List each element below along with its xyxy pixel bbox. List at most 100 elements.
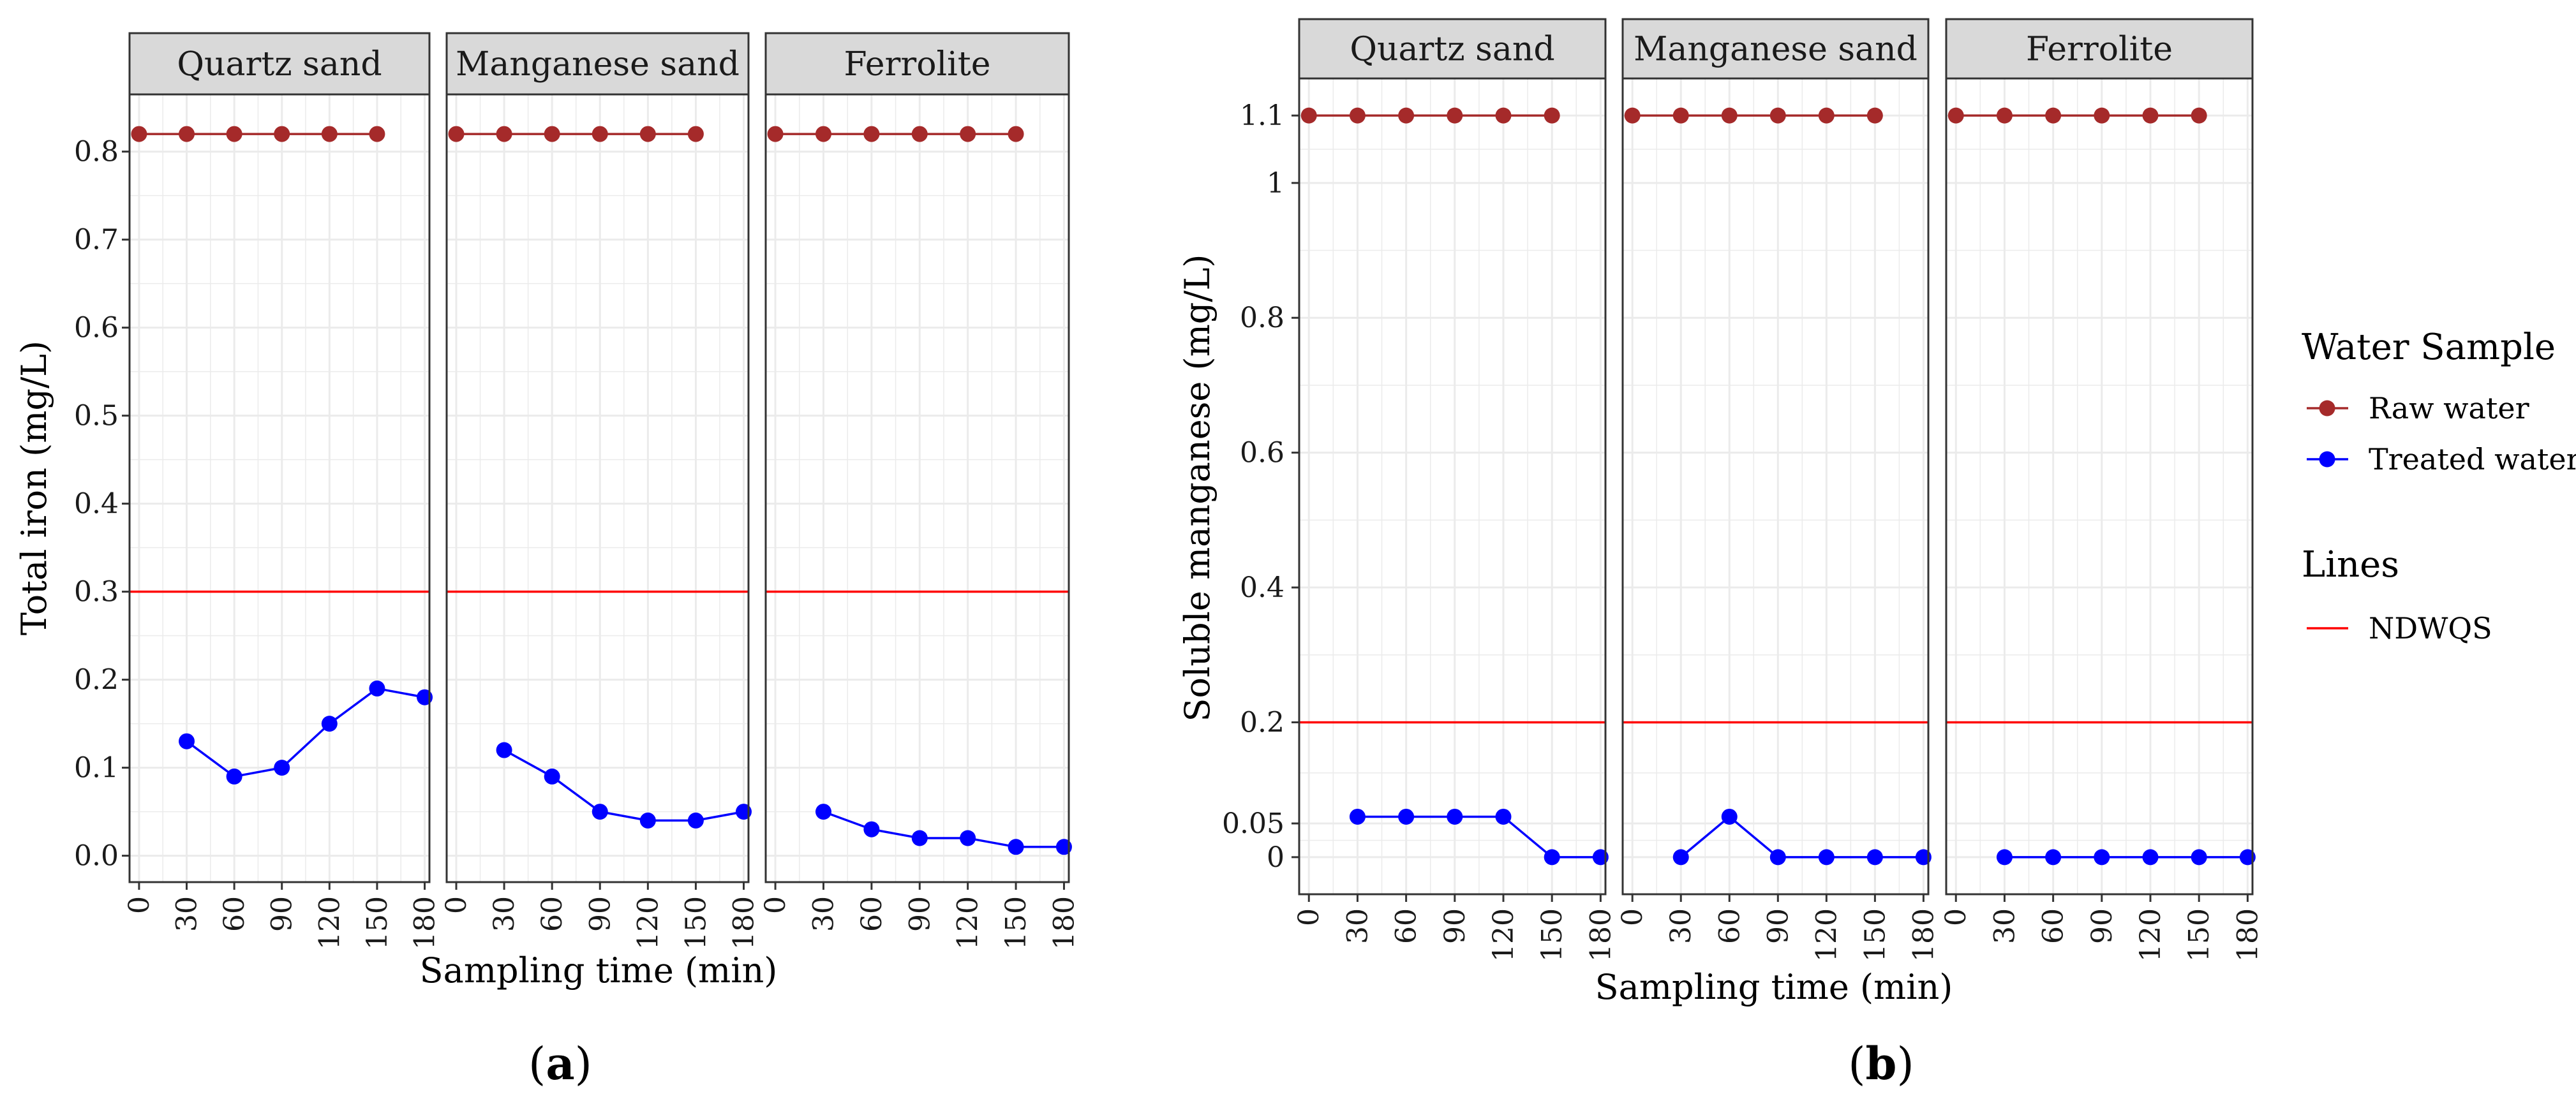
treated-water-point <box>1672 849 1689 866</box>
plot-area <box>766 94 1069 882</box>
treated-water-point <box>1544 849 1560 866</box>
x-axis-title: Sampling time (min) <box>420 950 778 991</box>
treated-water-point <box>496 742 512 758</box>
legend-raw-label: Raw water <box>2369 391 2529 425</box>
x-tick-label: 180 <box>1907 908 1940 962</box>
facet-strip <box>128 32 431 96</box>
x-tick-label: 90 <box>904 896 936 932</box>
facet-strip <box>1945 18 2254 80</box>
raw-water-point <box>863 126 880 142</box>
x-tick-label: 0 <box>440 896 473 914</box>
treated-water-point <box>1866 849 1883 866</box>
treated-water-point <box>1996 849 2013 866</box>
raw-water-point <box>767 126 784 142</box>
x-tick-label: 30 <box>807 896 840 932</box>
x-tick-label: 60 <box>2037 908 2070 944</box>
treated-water-point <box>369 680 385 697</box>
treated-water-point <box>639 812 656 829</box>
y-tick-label: 0.8 <box>1240 302 1284 334</box>
raw-water-point <box>815 126 831 142</box>
raw-water-point <box>369 126 385 142</box>
y-axis-title: Total iron (mg/L) <box>14 341 54 635</box>
treated-water-point <box>321 716 338 732</box>
raw-water-point <box>911 126 928 142</box>
panel-border <box>128 93 431 883</box>
plot-area <box>447 94 748 882</box>
x-tick-label: 150 <box>2183 908 2215 962</box>
x-tick-label: 150 <box>361 896 394 950</box>
facet-manganese-sand: Manganese sand 0 30 60 90 120 150 180 <box>440 32 760 950</box>
legend-treated-label: Treated water <box>2369 442 2576 476</box>
caption-close: ) <box>575 1038 592 1090</box>
raw-water-point <box>1769 107 1786 124</box>
treated-water-line <box>186 687 425 778</box>
facet-title: Quartz sand <box>177 45 382 84</box>
x-tick-label: 120 <box>632 896 664 950</box>
treated-water-point <box>592 804 608 820</box>
facet-strip <box>1621 18 1930 80</box>
x-tick-label: 180 <box>409 896 442 950</box>
x-tick-label: 30 <box>1988 908 2021 944</box>
treated-water-point <box>960 830 976 846</box>
y-tick-label: 0.7 <box>74 224 119 256</box>
x-tick-label: 120 <box>2134 908 2167 962</box>
x-tick-label: 120 <box>952 896 985 950</box>
treated-water-point <box>1398 808 1415 825</box>
treated-water-point <box>1818 849 1835 866</box>
raw-water-point <box>960 126 976 142</box>
chart-a: 0.0 0.1 0.2 0.3 0.4 0.5 0.6 0.7 0.8 Total iron (m… <box>14 32 1080 1090</box>
treated-water-point <box>1349 808 1366 825</box>
treated-water-point <box>274 760 290 776</box>
raw-water-point <box>448 126 465 142</box>
treated-water-line <box>503 749 744 822</box>
raw-water-point <box>226 126 242 142</box>
facet-manganese-sand: Manganese sand 0 30 60 90 120 150 180 <box>1616 18 1940 962</box>
raw-water-point <box>131 126 147 142</box>
y-tick-label: 0.6 <box>1240 437 1284 469</box>
facet-title: Quartz sand <box>1350 31 1554 69</box>
facet-title: Ferrolite <box>2026 31 2173 69</box>
treated-water-line <box>1680 815 1924 859</box>
x-tick-label: 0 <box>123 896 156 914</box>
raw-water-point <box>639 126 656 142</box>
y-tick-label: 0.2 <box>1240 706 1284 739</box>
x-tick-label: 180 <box>727 896 760 950</box>
x-tick-label: 0 <box>1293 908 1325 926</box>
x-tick-label: 150 <box>1000 896 1032 950</box>
treated-water-point <box>2094 849 2110 866</box>
raw-water-point <box>1008 126 1024 142</box>
facet-ferrolite: Ferrolite 0 30 60 90 120 150 180 <box>1940 18 2264 962</box>
panel-border <box>764 93 1070 883</box>
y-tick-label: 0.05 <box>1222 807 1284 840</box>
legend-raw-point <box>2319 400 2335 417</box>
treated-water-point <box>863 821 880 837</box>
x-tick-label: 150 <box>680 896 712 950</box>
facet-quartz-sand: Quartz sand 0 30 60 90 120 150 180 <box>1293 18 1617 962</box>
treated-water-line <box>823 810 1064 848</box>
panel-border <box>1621 77 1930 896</box>
raw-water-point <box>274 126 290 142</box>
treated-water-point <box>687 812 704 829</box>
treated-water-point <box>2045 849 2062 866</box>
raw-water-point <box>321 126 338 142</box>
facet-title: Ferrolite <box>844 45 991 84</box>
raw-water-point <box>2045 107 2062 124</box>
x-tick-label: 180 <box>1584 908 1617 962</box>
caption-open: ( <box>1848 1038 1865 1090</box>
treated-water-point <box>544 768 560 785</box>
facet-ferrolite: Ferrolite 0 30 60 90 120 150 180 <box>759 32 1080 950</box>
facet-quartz-sand: Quartz sand 0 30 60 90 120 150 180 <box>123 32 442 950</box>
y-tick-label: 0 <box>1267 841 1284 874</box>
x-tick-label: 30 <box>488 896 521 932</box>
treated-water-point <box>226 768 242 785</box>
panel-border <box>1298 77 1607 896</box>
caption-letter: b <box>1866 1037 1897 1090</box>
x-tick-label: 180 <box>2231 908 2264 962</box>
raw-water-point <box>2094 107 2110 124</box>
raw-water-point <box>1300 107 1317 124</box>
raw-water-point <box>1672 107 1689 124</box>
treated-water-point <box>1008 839 1024 855</box>
y-tick-label: 0.5 <box>74 400 119 432</box>
y-tick-label: 0.6 <box>74 312 119 344</box>
